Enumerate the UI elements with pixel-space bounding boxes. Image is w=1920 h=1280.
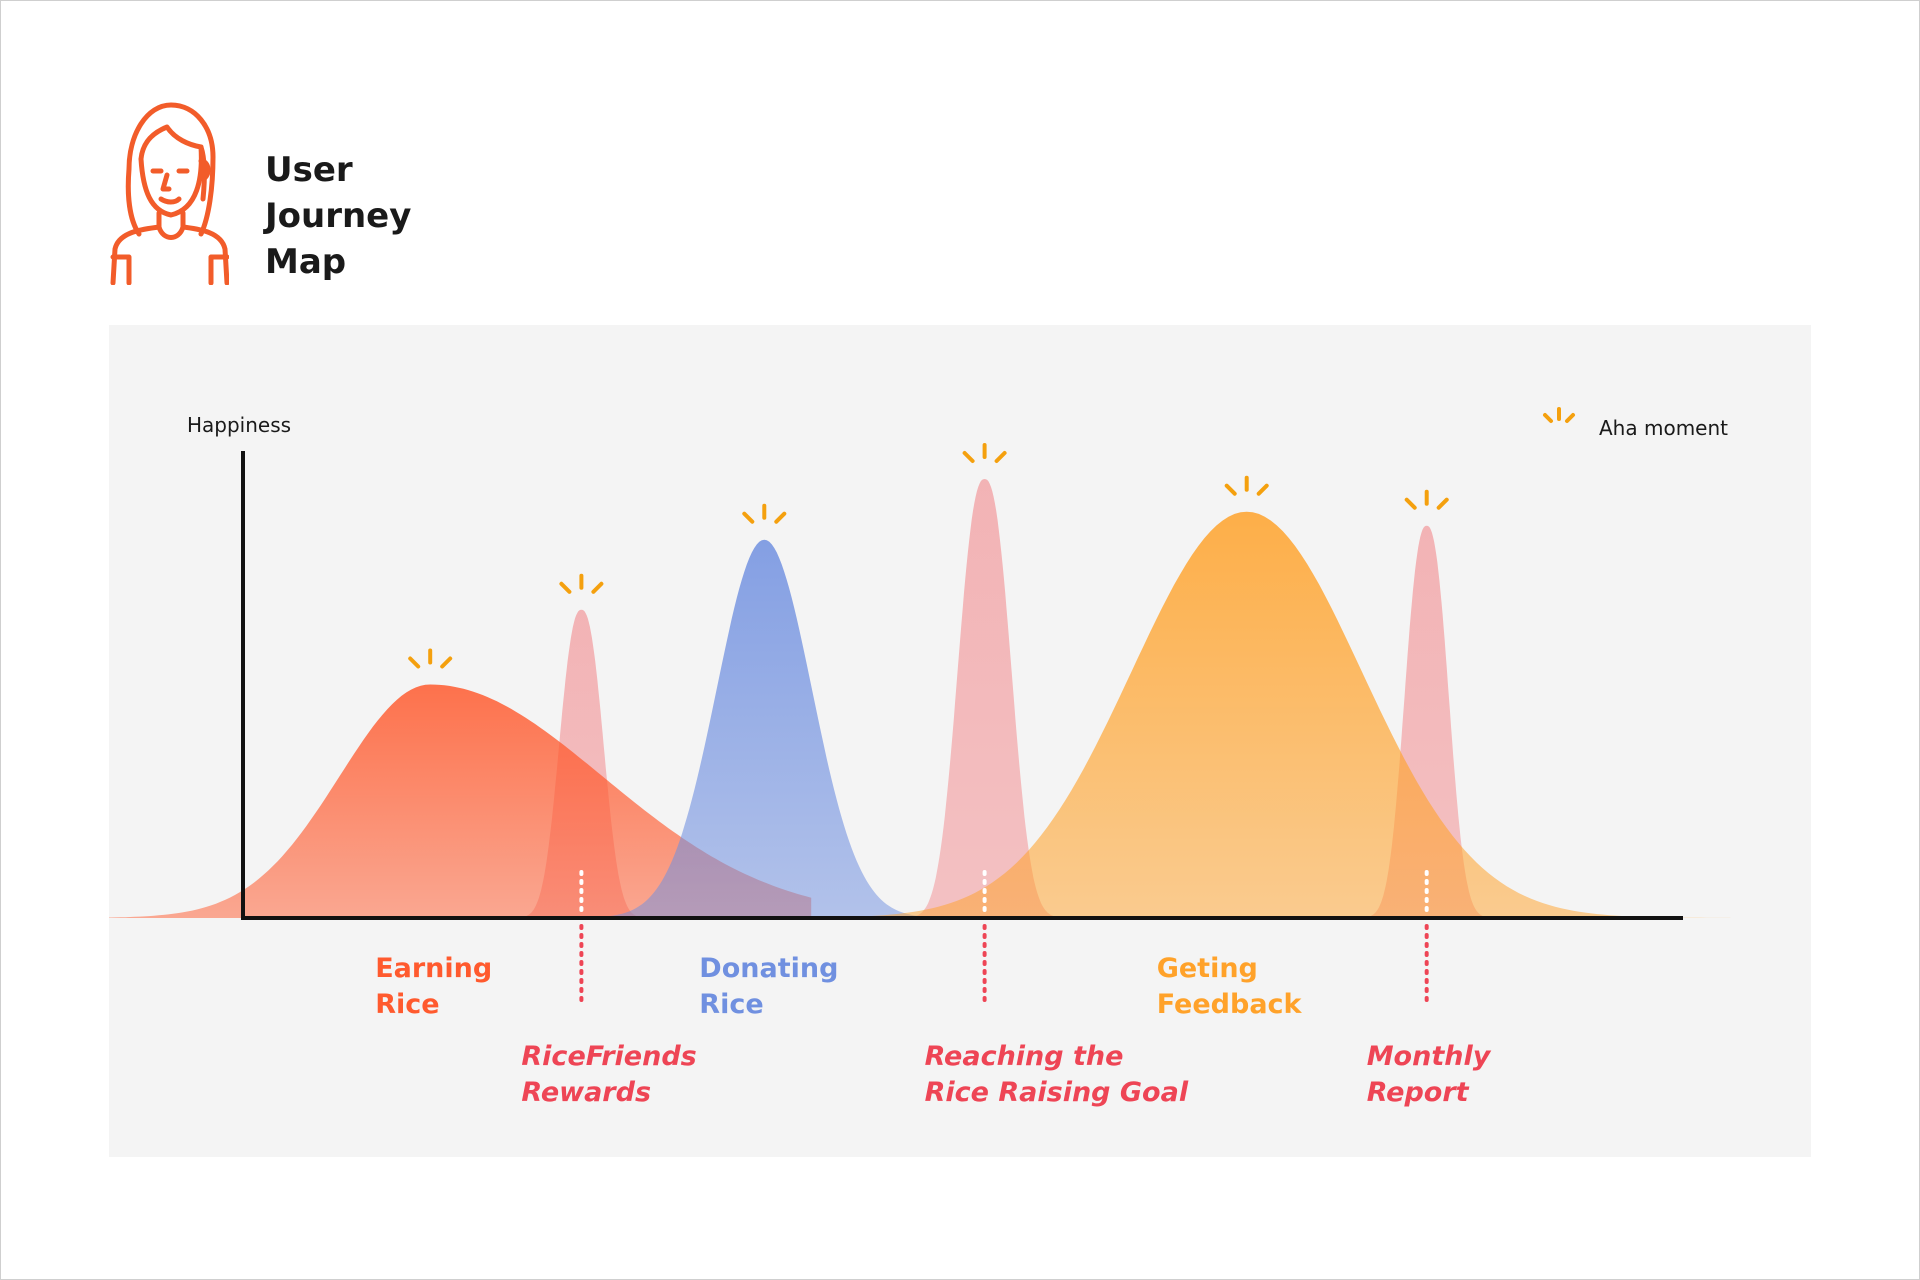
curve-monthly-report (1342, 525, 1512, 918)
y-axis-label: Happiness (187, 413, 291, 437)
stage-label-geting-feedback: Geting Feedback (1157, 953, 1303, 1020)
title-line: Map (265, 242, 347, 282)
legend: Aha moment (1543, 407, 1728, 440)
axes-layer: Happiness (187, 413, 1683, 920)
aha-burst-icon (962, 443, 1007, 463)
stage-label-earning-rice: Earning Rice (375, 953, 492, 1020)
aha-layer (408, 443, 1449, 669)
curve-donating-rice (564, 539, 964, 918)
curve-reaching-the-rice-raising-goal (881, 479, 1088, 918)
stage-label-donating-rice: Donating Rice (699, 953, 838, 1020)
stage-label-line: Rice (375, 989, 439, 1020)
title-line: User (265, 150, 353, 190)
stage-label-line: Rewards (521, 1077, 651, 1108)
aha-burst-icon (559, 573, 604, 594)
markers-layer (579, 870, 1429, 1007)
user-avatar-icon (110, 102, 229, 285)
stage-label-line: Feedback (1157, 989, 1303, 1020)
journey-chart: Happiness Aha moment Earning RiceRiceFrie… (109, 407, 1731, 1108)
stage-label-line: Reaching the (925, 1041, 1124, 1072)
stage-label-line: Rice Raising Goal (925, 1077, 1189, 1108)
stage-label-line: Monthly (1367, 1041, 1492, 1072)
stage-label-line: Rice (699, 989, 763, 1020)
stage-label-line: Report (1367, 1077, 1470, 1108)
stage-label-monthly-report: Monthly Report (1367, 1041, 1492, 1108)
curve-geting-feedback (762, 511, 1731, 918)
stage-label-reaching-the-rice-raising-goal: Reaching the Rice Raising Goal (925, 1041, 1189, 1108)
stage-label-ricefriends-rewards: RiceFriends Rewards (521, 1041, 696, 1108)
curves-layer (109, 479, 1731, 918)
page-header: User Journey Map (109, 99, 469, 289)
curve-earning-rice (109, 684, 812, 918)
legend-label: Aha moment (1599, 416, 1728, 440)
title-line: Journey (265, 196, 412, 236)
stage-label-line: RiceFriends (521, 1041, 696, 1072)
page-title: User Journey Map (265, 147, 411, 285)
aha-burst-icon (1543, 407, 1575, 423)
aha-burst-icon (1404, 489, 1449, 510)
aha-burst-icon (1224, 475, 1269, 496)
aha-burst-icon (742, 503, 787, 524)
stage-label-line: Earning (375, 953, 492, 984)
journey-chart-panel: Happiness Aha moment Earning Rice RiceFrie… (109, 325, 1811, 1157)
stage-label-line: Geting (1157, 953, 1258, 984)
stage-label-line: Donating (699, 953, 838, 984)
aha-burst-icon (408, 648, 453, 669)
